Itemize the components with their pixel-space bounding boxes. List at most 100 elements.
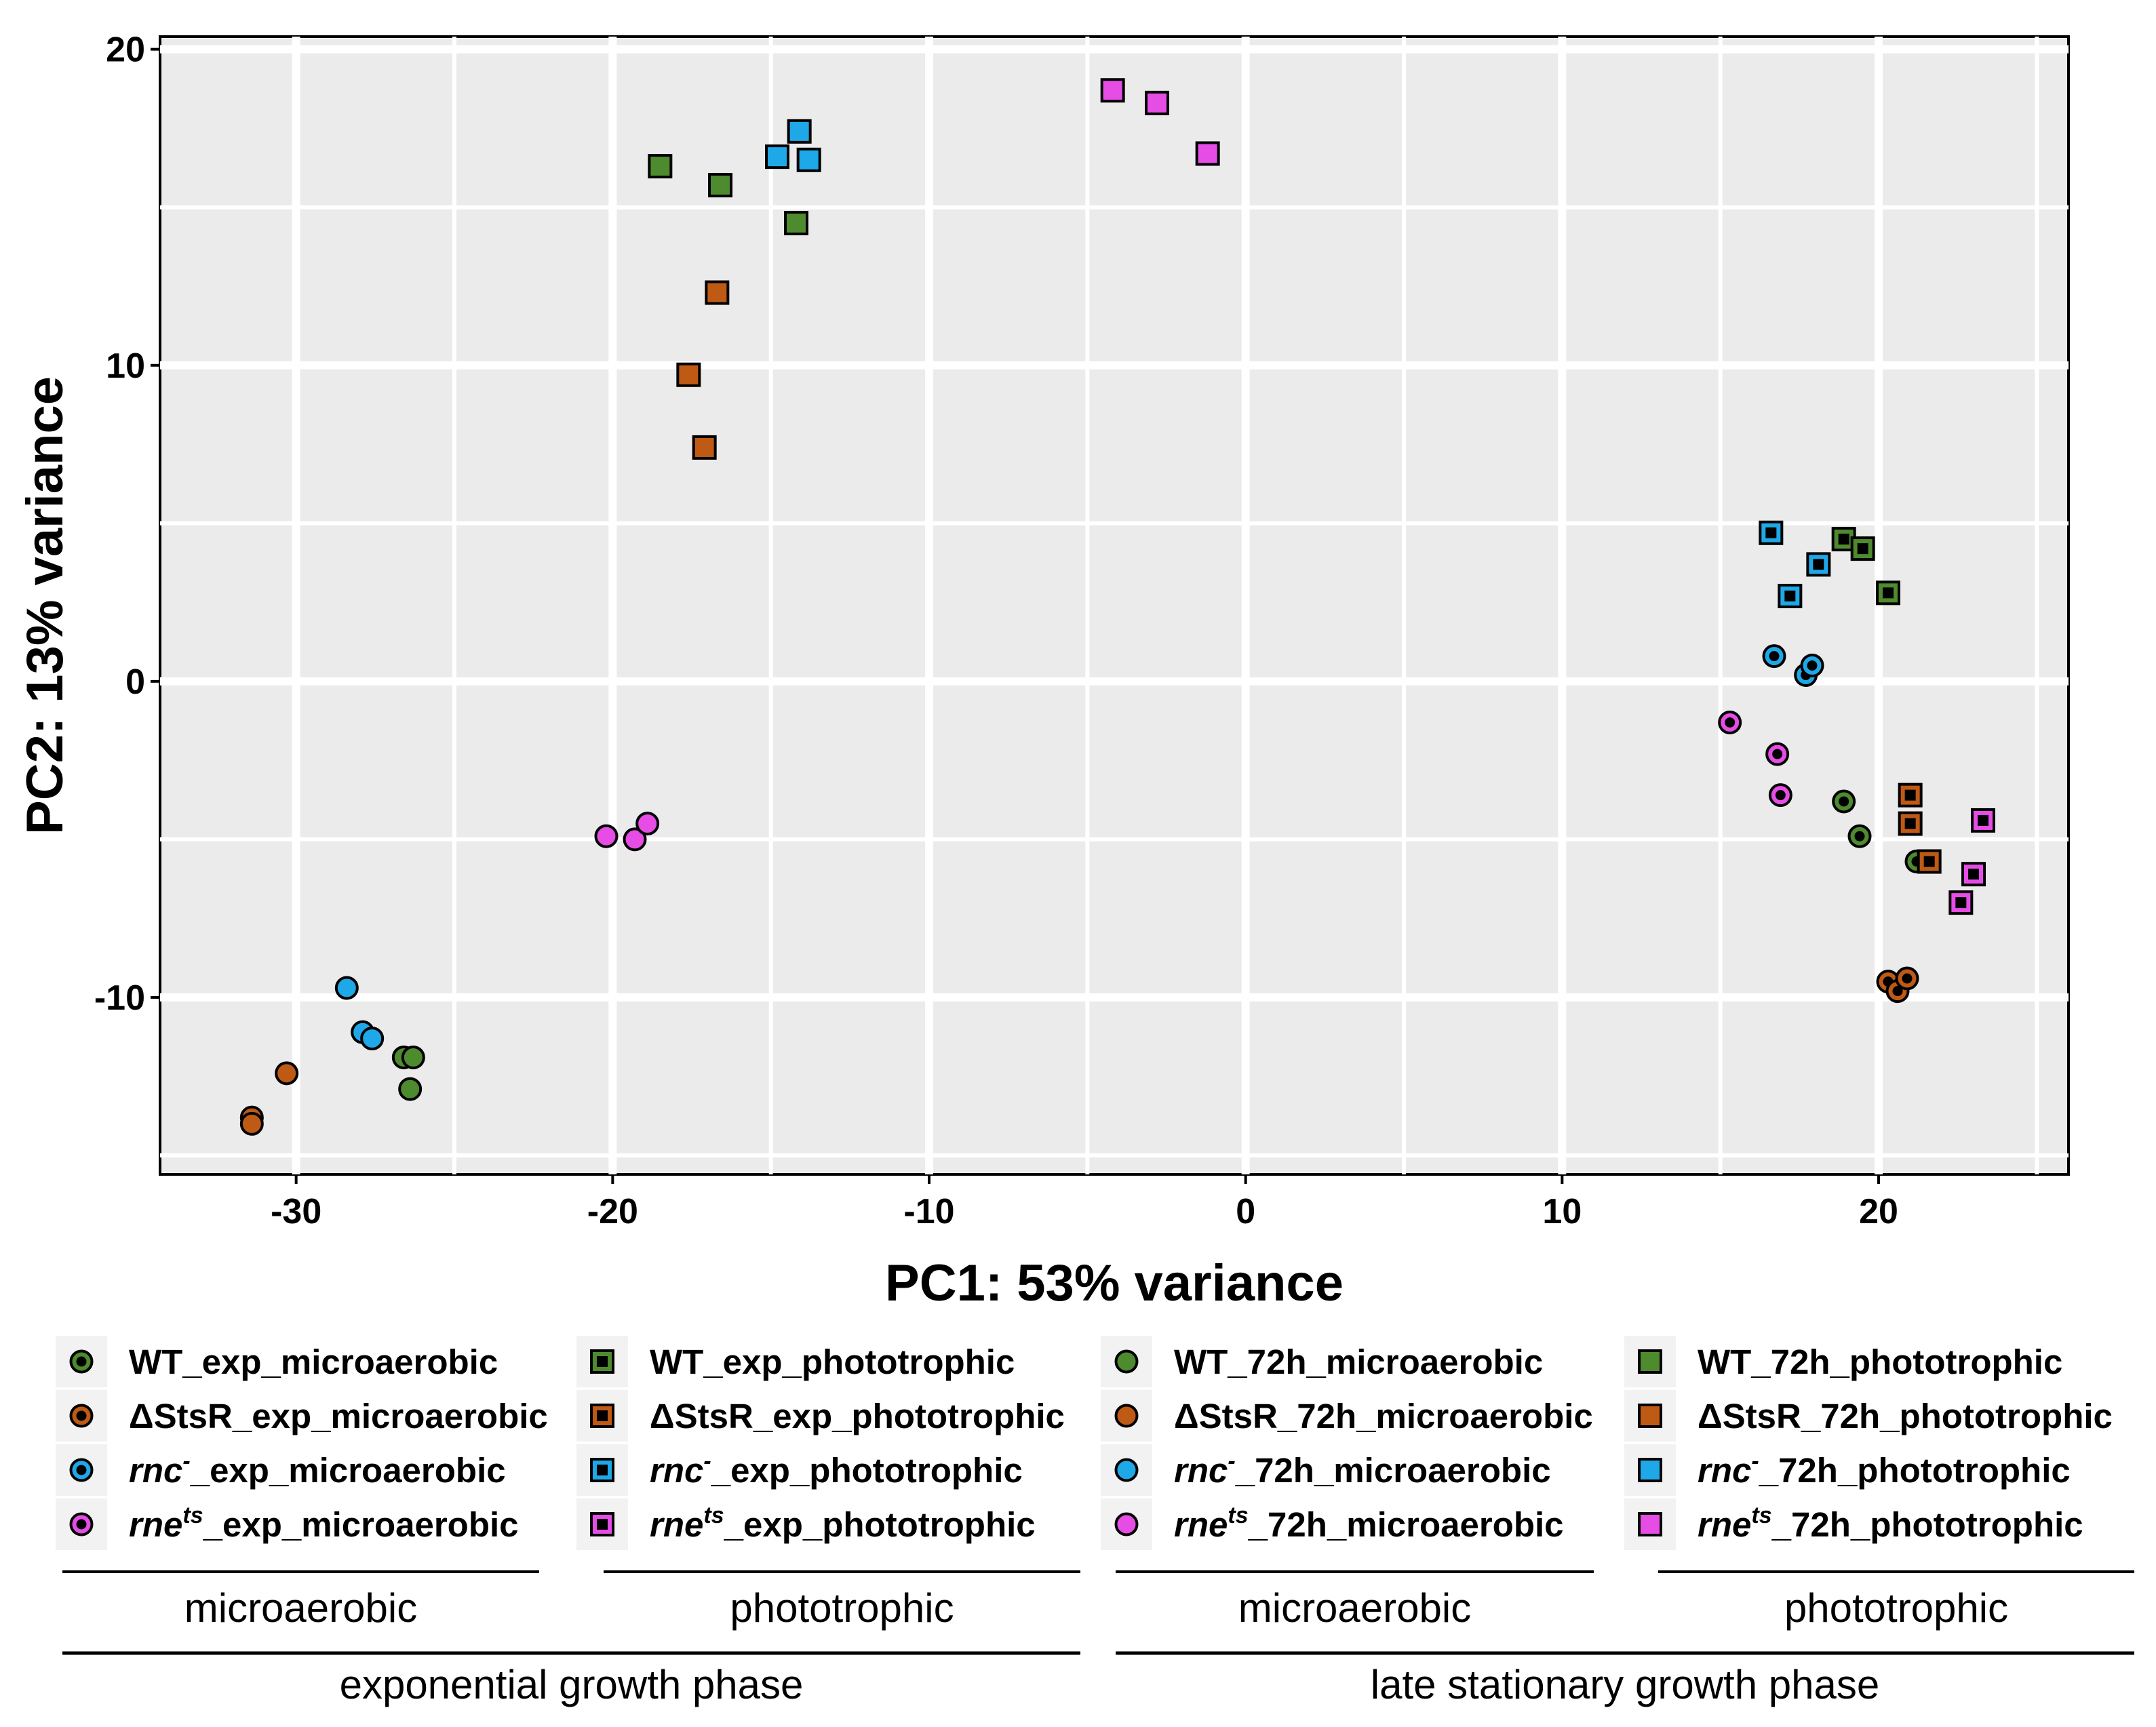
data-point xyxy=(692,435,717,460)
y-axis-title: PC2: 13% variance xyxy=(16,376,74,835)
data-point xyxy=(1876,580,1900,606)
legend-marker xyxy=(1114,1349,1139,1374)
legend-label: WT_72h_microaerobic xyxy=(1174,1343,1543,1381)
data-point xyxy=(401,1046,425,1070)
data-point xyxy=(1898,811,1923,836)
legend-label: rnets_exp_phototrophic xyxy=(650,1503,1036,1544)
data-point xyxy=(1847,824,1872,848)
x-tick-label: 20 xyxy=(1859,1192,1898,1231)
legend-label: ΔStsR_exp_phototrophic xyxy=(650,1397,1065,1435)
legend-marker xyxy=(1638,1349,1662,1374)
axes: -30 -20 -10 0 10 20 -10 0 10 20 xyxy=(94,31,1898,1231)
phase-label: late stationary growth phase xyxy=(1371,1662,1879,1707)
legend-label: WT_exp_microaerobic xyxy=(129,1343,498,1381)
legend-item: ΔStsR_exp_phototrophic xyxy=(576,1390,1065,1442)
legend-item: rnets_exp_phototrophic xyxy=(576,1498,1036,1550)
legend-label: WT_exp_phototrophic xyxy=(650,1343,1015,1381)
data-point xyxy=(1768,783,1792,808)
legend-item: rnets_exp_microaerobic xyxy=(56,1498,519,1550)
y-tick-label: 20 xyxy=(106,31,145,70)
data-point xyxy=(1948,890,1974,915)
data-point xyxy=(796,147,821,172)
data-point xyxy=(1917,849,1942,874)
legend-label: rnets_exp_microaerobic xyxy=(129,1503,519,1544)
legend-item: rnc-_exp_microaerobic xyxy=(56,1444,506,1496)
data-point xyxy=(1885,979,1910,1004)
x-tick-label: -20 xyxy=(587,1192,638,1231)
data-point xyxy=(1971,808,1995,833)
legend-label: rnc-_72h_microaerobic xyxy=(1174,1448,1551,1490)
legend-label: WT_72h_phototrophic xyxy=(1698,1343,2062,1381)
data-point xyxy=(705,280,730,305)
data-point xyxy=(1718,710,1742,734)
data-point xyxy=(1145,90,1169,115)
y-tick-label: 0 xyxy=(125,662,145,702)
legend-item: rnets_72h_phototrophic xyxy=(1624,1498,2083,1550)
data-point xyxy=(594,824,619,848)
legend-label: ΔStsR_exp_microaerobic xyxy=(129,1397,548,1435)
legend-marker xyxy=(69,1349,94,1374)
data-point xyxy=(360,1027,385,1051)
data-point xyxy=(1961,862,1986,887)
legend-label: ΔStsR_72h_phototrophic xyxy=(1698,1397,2113,1435)
legend-marker xyxy=(1114,1458,1139,1482)
legend-item: rnets_72h_microaerobic xyxy=(1101,1498,1564,1550)
data-point xyxy=(787,119,812,144)
x-tick-label: 10 xyxy=(1542,1192,1582,1231)
data-point xyxy=(1765,742,1790,766)
data-point xyxy=(1100,78,1125,103)
data-point xyxy=(784,211,808,236)
legend-item: rnc-_72h_phototrophic xyxy=(1624,1444,2071,1496)
legend-marker xyxy=(69,1404,94,1428)
data-point xyxy=(1806,552,1831,577)
data-point xyxy=(1800,654,1824,678)
phase-label: exponential growth phase xyxy=(340,1662,804,1707)
data-point xyxy=(398,1077,423,1101)
legend-label: rnets_72h_phototrophic xyxy=(1698,1503,2083,1544)
legend-item: WT_72h_phototrophic xyxy=(1624,1336,2062,1387)
data-point xyxy=(1898,782,1923,808)
data-point xyxy=(1759,520,1784,545)
x-tick-label: -30 xyxy=(271,1192,321,1231)
legend-marker xyxy=(1638,1512,1662,1536)
legend-label: rnc-_exp_phototrophic xyxy=(650,1448,1023,1490)
data-point xyxy=(1762,644,1786,669)
legend-item: WT_72h_microaerobic xyxy=(1101,1336,1543,1387)
data-point xyxy=(708,173,732,198)
condition-label: microaerobic xyxy=(1238,1585,1471,1631)
legend-marker xyxy=(590,1349,614,1374)
data-point xyxy=(239,1111,264,1136)
x-tick-label: -10 xyxy=(903,1192,954,1231)
legend-group-labels: microaerobic phototrophic microaerobic phot… xyxy=(62,1570,2134,1707)
legend-label: rnc-_72h_phototrophic xyxy=(1698,1448,2071,1490)
data-point xyxy=(1778,584,1803,609)
x-tick-label: 0 xyxy=(1236,1192,1255,1231)
legend-item: ΔStsR_72h_microaerobic xyxy=(1101,1390,1593,1442)
data-point xyxy=(635,812,660,836)
legend-marker xyxy=(590,1458,614,1482)
legend-marker xyxy=(590,1512,614,1536)
legend-label: ΔStsR_72h_microaerobic xyxy=(1174,1397,1593,1435)
legend-label: rnets_72h_microaerobic xyxy=(1174,1503,1564,1544)
legend-item: ΔStsR_exp_microaerobic xyxy=(56,1390,548,1442)
data-point xyxy=(623,827,647,852)
legend-marker xyxy=(1638,1458,1662,1482)
y-tick-label: 10 xyxy=(106,346,145,386)
legend-marker xyxy=(590,1404,614,1428)
data-point xyxy=(1195,141,1220,166)
data-point xyxy=(1850,536,1875,561)
legend-item: rnc-_exp_phototrophic xyxy=(576,1444,1023,1496)
legend-item: WT_exp_microaerobic xyxy=(56,1336,498,1387)
data-point xyxy=(1895,966,1919,991)
legend-item: WT_exp_phototrophic xyxy=(576,1336,1015,1387)
legend-item: ΔStsR_72h_phototrophic xyxy=(1624,1390,2113,1442)
legend-marker xyxy=(1638,1404,1662,1428)
legend-marker xyxy=(1114,1404,1139,1428)
condition-label: phototrophic xyxy=(730,1585,954,1631)
y-tick-label: -10 xyxy=(94,978,145,1018)
data-point xyxy=(765,144,789,170)
data-point xyxy=(275,1061,299,1086)
plot-panel xyxy=(159,35,2070,1176)
x-axis-title: PC1: 53% variance xyxy=(885,1254,1344,1312)
